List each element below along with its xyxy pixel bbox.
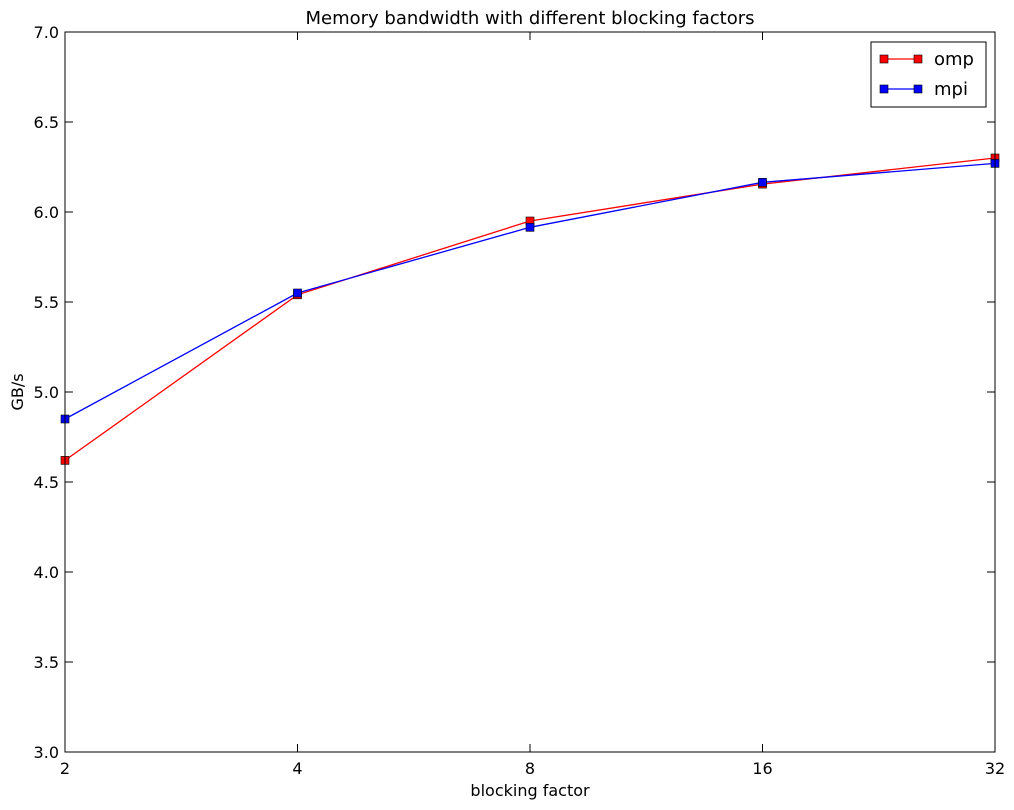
y-tick-label: 4.0 bbox=[34, 563, 59, 582]
data-point-mpi bbox=[293, 288, 302, 298]
x-tick-label: 16 bbox=[752, 759, 772, 778]
x-tick-label: 8 bbox=[525, 759, 535, 778]
legend-box bbox=[870, 41, 987, 108]
legend-marker-mpi bbox=[879, 84, 889, 94]
legend-marker-mpi bbox=[913, 84, 923, 94]
data-point-mpi bbox=[758, 178, 767, 187]
y-tick-label: 3.0 bbox=[34, 743, 59, 762]
x-tick-label: 4 bbox=[292, 759, 302, 778]
y-tick-label: 4.5 bbox=[34, 473, 59, 492]
legend: omp mpi bbox=[870, 41, 987, 108]
y-axis-label: GB/s bbox=[8, 373, 27, 410]
x-axis-label: blocking factor bbox=[470, 781, 590, 800]
series-markers bbox=[60, 153, 1000, 465]
series-line-mpi bbox=[64, 162, 996, 420]
x-tick-label: 2 bbox=[60, 759, 70, 778]
legend-label-mpi: mpi bbox=[934, 79, 968, 100]
y-tick-label: 6.0 bbox=[34, 203, 59, 222]
legend-marker-omp bbox=[879, 54, 889, 64]
x-tick-label: 32 bbox=[985, 759, 1005, 778]
series-line-omp bbox=[64, 157, 996, 461]
y-tick-label: 7.0 bbox=[34, 23, 59, 42]
ticks-layer: 3.0 3.5 4.0 4.5 5.0 5.5 6.0 6.5 7.0 2 4 8 16 32 bbox=[34, 23, 1006, 778]
data-point-mpi bbox=[525, 223, 535, 232]
chart-title: Memory bandwidth with different blocking… bbox=[305, 8, 754, 29]
legend-label-omp: omp bbox=[934, 49, 974, 70]
y-tick-label: 5.5 bbox=[34, 293, 59, 312]
y-tick-label: 5.0 bbox=[34, 383, 59, 402]
legend-marker-omp bbox=[913, 54, 923, 64]
y-tick-label: 3.5 bbox=[34, 653, 59, 672]
series-lines bbox=[64, 157, 996, 461]
y-tick-label: 6.5 bbox=[34, 113, 59, 132]
plot-frame bbox=[64, 31, 996, 753]
